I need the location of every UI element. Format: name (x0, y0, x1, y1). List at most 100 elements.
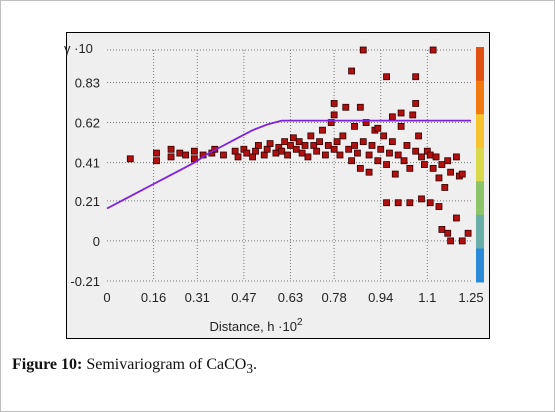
x-tick-label: 0.78 (321, 290, 346, 305)
y-tick-label: 0.83 (75, 75, 100, 90)
data-point (243, 149, 251, 157)
data-point (441, 184, 449, 191)
data-point (397, 109, 405, 117)
data-point (388, 138, 396, 146)
caption-end: . (253, 356, 257, 373)
x-tick-label: 0 (103, 290, 110, 305)
caption-text: Semivariogram of CaCO (86, 356, 247, 373)
plot-panel (66, 32, 490, 339)
colorbar-segment (476, 80, 484, 115)
data-point (249, 153, 257, 161)
y-axis-label: γ ·10 (64, 41, 93, 56)
data-point (412, 100, 420, 107)
data-point (324, 142, 332, 149)
data-point (342, 103, 350, 111)
x-tick-label: 1.1 (418, 290, 436, 305)
data-point (301, 142, 309, 149)
data-point (383, 161, 390, 168)
data-point (330, 111, 338, 119)
x-tick-label: 0.63 (278, 290, 303, 305)
data-point (351, 122, 358, 130)
data-point (153, 157, 160, 165)
data-point (409, 111, 417, 119)
data-point (365, 151, 373, 159)
colorbar-segment (476, 214, 484, 249)
data-point (435, 203, 443, 210)
data-point (391, 170, 399, 178)
figure-caption: Figure 10: Semivariogram of CaCO3. (12, 356, 257, 377)
data-point (252, 147, 259, 155)
x-axis-label: Distance, h ·102 (210, 317, 303, 334)
data-point (365, 168, 373, 176)
data-point (380, 132, 388, 140)
colorbar-segment (476, 181, 484, 216)
data-point (464, 229, 472, 237)
data-point (412, 147, 420, 155)
caption-label: Figure 10: (12, 356, 83, 373)
data-point (182, 151, 190, 159)
data-point (359, 46, 367, 54)
data-point (336, 151, 344, 159)
data-point (418, 195, 425, 203)
data-point (298, 149, 306, 157)
colorbar-segment (476, 47, 484, 82)
data-point (429, 164, 437, 172)
data-point (313, 147, 321, 155)
data-point (292, 145, 300, 153)
data-point (310, 142, 318, 149)
data-points (126, 46, 472, 245)
data-point (126, 155, 134, 163)
y-tick-label: -0.21 (70, 274, 100, 289)
x-tick-label: 0.47 (231, 290, 256, 305)
data-point (362, 119, 370, 126)
data-point (231, 147, 239, 155)
data-point (348, 157, 356, 165)
x-tick-label: 0.16 (141, 290, 166, 305)
data-point (263, 145, 271, 153)
x-tick-label: 1.25 (458, 290, 483, 305)
y-tick-label: 0.41 (75, 156, 100, 171)
colorbar-segment (476, 248, 484, 283)
colorbar-segment (476, 147, 484, 182)
data-point (321, 151, 329, 159)
model-curve (106, 119, 471, 210)
data-point (403, 142, 411, 149)
data-point (400, 157, 408, 165)
data-point (458, 170, 466, 178)
data-point (432, 153, 440, 161)
x-tick-label: 0.31 (185, 290, 210, 305)
data-point (394, 151, 402, 159)
data-point (447, 237, 455, 245)
data-point (458, 237, 466, 245)
data-point (307, 132, 315, 140)
data-point (438, 161, 446, 168)
data-point (377, 145, 385, 153)
data-point (176, 149, 184, 157)
data-point (356, 164, 364, 172)
data-point (354, 149, 361, 157)
data-point (368, 142, 376, 149)
data-point (388, 113, 396, 121)
data-point (412, 73, 420, 81)
data-point (284, 151, 291, 159)
data-point (339, 132, 347, 140)
data-point (190, 147, 198, 155)
y-tick-label: 0.21 (75, 194, 100, 209)
data-point (406, 199, 414, 207)
data-point (444, 229, 452, 237)
data-point (304, 153, 312, 161)
data-point (345, 145, 353, 153)
x-axis-exponent: 2 (297, 317, 303, 328)
y-tick-label: 0 (93, 234, 100, 249)
data-point (153, 149, 160, 157)
data-point (272, 149, 280, 157)
data-point (333, 138, 341, 146)
data-point (435, 174, 443, 182)
data-point (453, 214, 460, 222)
data-point (383, 199, 390, 207)
data-point (426, 199, 434, 207)
data-point (397, 122, 405, 130)
data-point (351, 142, 358, 149)
caption-subscript: 3 (246, 361, 253, 377)
